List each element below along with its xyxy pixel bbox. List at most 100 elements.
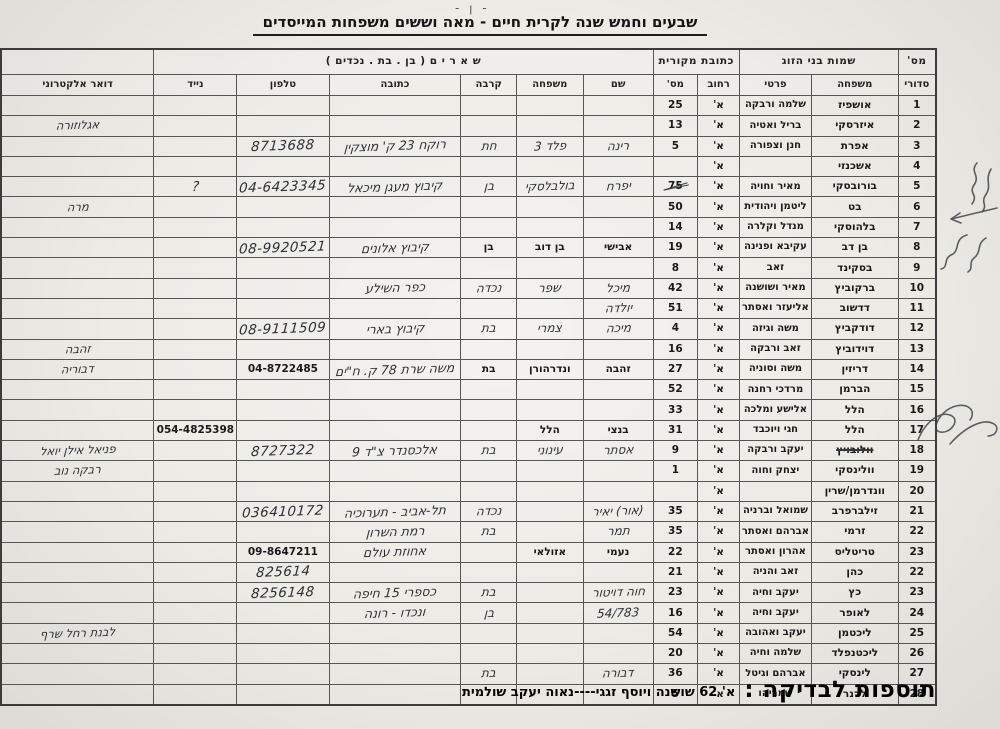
cell-text: דריזין — [841, 363, 869, 375]
cell-text: 3 — [913, 139, 921, 152]
cell-text: 1 — [913, 99, 921, 112]
cell-rn: רינה — [582, 135, 654, 157]
cell-text: אזולאי — [533, 545, 567, 558]
cell-ra — [328, 663, 462, 685]
header-col-em: דואר אלקטרוני — [0, 74, 155, 96]
cell-text: כהן — [846, 565, 864, 578]
cell-p: יעקב וחיה — [738, 582, 812, 604]
cell-rf — [515, 582, 584, 604]
cell-text: זרמי — [844, 525, 866, 538]
cell-text: 36 — [668, 667, 683, 680]
cell-em: רבקה נוב — [0, 460, 155, 482]
cell-ra: כספרי 15 חיפה — [328, 582, 462, 604]
cell-s: 1 — [897, 94, 937, 117]
cell-s: 10 — [897, 277, 937, 299]
cell-rf — [515, 561, 584, 584]
cell-rp — [236, 277, 330, 299]
cell-rn — [582, 379, 654, 401]
cell-text: דבוריה — [60, 361, 95, 377]
cell-text: רמת השרון — [365, 522, 425, 540]
cell-rm — [153, 257, 238, 279]
cell-rm — [153, 541, 238, 563]
cell-em — [0, 277, 155, 299]
cell-f: בסקינד — [810, 257, 899, 279]
cell-text: ונדרהורן — [529, 363, 571, 375]
cell-n: 20 — [652, 643, 699, 665]
cell-em — [0, 135, 155, 157]
cell-text: מרדכי רחנה — [747, 383, 804, 395]
cell-text: בריל ואטיה — [749, 119, 802, 131]
cell-st: א' — [697, 257, 740, 279]
cell-text: 19 — [668, 241, 683, 254]
table-row: 24 לאופר יעקב וחיה א' 16 54/783 בן ונכדו - רונה — [0, 602, 937, 624]
cell-st: א' — [697, 237, 740, 259]
cell-text: תל-אביב - תערוכיה — [343, 501, 447, 521]
header-col-p: פרטי — [738, 74, 812, 96]
cell-f: לאופר — [810, 602, 899, 624]
table-row: 28 לרנר שמריהו א' 5 — [0, 683, 937, 706]
cell-text: דדשוב — [839, 302, 870, 315]
cell-rp — [236, 216, 330, 239]
cell-rn: דבורה — [582, 663, 654, 685]
table-row: 14 דריזין משה וסוניה א' 27 זהבה ונדרהורן בת משה … — [0, 358, 937, 381]
cell-text: חוה דויטור — [591, 584, 646, 601]
cell-text: הלל — [539, 423, 560, 436]
cell-st: א' — [697, 561, 740, 584]
cell-st: א' — [697, 480, 740, 502]
cell-em — [0, 379, 155, 401]
cell-rk — [460, 561, 517, 584]
cell-rn: אבישי — [582, 237, 654, 259]
cell-em — [0, 480, 155, 502]
cell-p: חנן וצפורה — [738, 135, 812, 157]
table-row: 22 זרמי אברהם ואסתר א' 35 תמר בת רמת השרון — [0, 521, 937, 543]
cell-ra: תל-אביב - תערוכיה — [328, 500, 462, 523]
cell-text: עינוני — [536, 442, 564, 458]
cell-text: 4 — [913, 160, 921, 173]
cell-text: 10 — [909, 281, 925, 294]
cell-f: כהן — [810, 561, 899, 584]
cell-s: 9 — [897, 257, 937, 279]
cell-rn — [582, 94, 654, 117]
cell-ra: קיבוץ בארי — [328, 318, 462, 340]
cell-text: יעקב וחיה — [752, 586, 799, 598]
cell-s: 21 — [897, 500, 937, 523]
cell-text: ליכטמן — [837, 626, 872, 639]
cell-rm — [153, 440, 238, 462]
cell-s: 12 — [897, 318, 937, 340]
cell-f: זילברפרב — [810, 500, 899, 523]
cell-st: א' — [697, 622, 740, 645]
cell-text: 23 — [909, 545, 925, 558]
cell-text: 20 — [668, 647, 683, 660]
cell-ra — [328, 643, 462, 665]
cell-text: איזרסקי — [835, 119, 875, 132]
cell-rk — [460, 216, 517, 239]
cell-text: חת — [480, 138, 498, 154]
cell-ra — [328, 94, 462, 117]
cell-rk — [460, 338, 517, 360]
pen-scribble-rows17-18b — [949, 421, 998, 445]
cell-n: 13 — [652, 115, 699, 137]
cell-rn: יפרח — [582, 176, 654, 198]
cell-em — [0, 297, 155, 320]
cell-n: 22 — [652, 541, 699, 563]
cell-em — [0, 663, 155, 685]
cell-rp: 825614 — [236, 561, 330, 584]
cell-text: טריטליס — [834, 545, 875, 558]
cell-rf — [515, 379, 584, 401]
cell-rn: זהבה — [582, 358, 654, 381]
pen-arrow — [950, 207, 998, 224]
cell-f: בורובסקי — [810, 176, 899, 198]
cell-text: 04-6423345 — [238, 177, 328, 197]
cell-rn: מיכל — [582, 277, 654, 299]
cell-rf — [515, 399, 584, 421]
cell-text: 7 — [913, 220, 921, 233]
cell-text: יולדה — [604, 300, 633, 316]
cell-f: זרמי — [810, 521, 899, 543]
cell-p: אברהם ואסתר — [738, 521, 812, 543]
cell-rn — [582, 480, 654, 502]
cell-s: 15 — [897, 379, 937, 401]
cell-text: זאב והניה — [752, 566, 799, 578]
cell-text: אהרון ואסתר — [745, 545, 806, 557]
header-group-couple-names: שמות בני הזוג — [738, 48, 899, 75]
